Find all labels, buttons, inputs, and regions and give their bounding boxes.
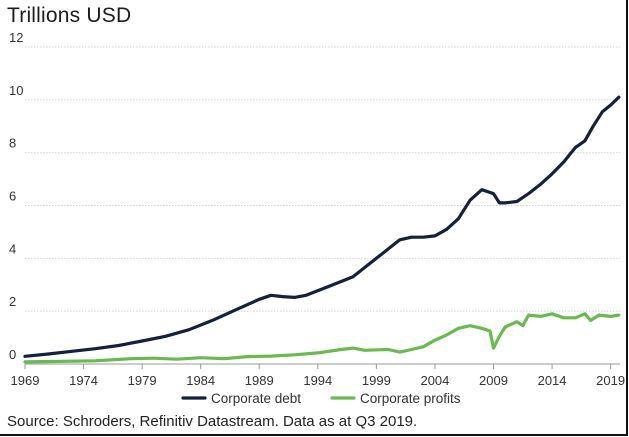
x-tick-label-1999: 1999 — [362, 373, 391, 388]
legend-label-corporate-profits: Corporate profits — [360, 391, 461, 406]
x-tick-label-1989: 1989 — [245, 373, 274, 388]
y-tick-label-2: 2 — [9, 294, 16, 309]
series-line-corporate-debt — [23, 95, 621, 358]
y-tick-label-8: 8 — [9, 136, 16, 151]
x-tick-label-1984: 1984 — [186, 373, 215, 388]
y-tick-label-12: 12 — [9, 30, 23, 45]
x-tick-label-1969: 1969 — [11, 373, 40, 388]
x-axis-tick-labels: 1969 1974 1979 1984 1989 1994 1999 2004 2009 2014… — [11, 364, 625, 388]
series-lines — [23, 95, 621, 364]
y-tick-label-4: 4 — [9, 241, 16, 256]
y-axis-tick-labels: 0 2 4 6 8 10 12 — [9, 30, 23, 362]
x-tick-label-1974: 1974 — [69, 373, 98, 388]
y-tick-label-10: 10 — [9, 83, 23, 98]
source-note: Source: Schroders, Refinitiv Datastream.… — [7, 413, 418, 430]
gridlines — [25, 46, 620, 365]
legend-label-corporate-debt: Corporate debt — [211, 391, 301, 406]
legend: Corporate debt Corporate profits — [181, 391, 461, 406]
x-tick-label-2019: 2019 — [596, 373, 625, 388]
x-tick-label-1979: 1979 — [128, 373, 157, 388]
y-tick-label-6: 6 — [9, 189, 16, 204]
series-line-corporate-profits — [23, 312, 621, 364]
x-tick-label-2004: 2004 — [420, 373, 449, 388]
x-tick-label-2014: 2014 — [538, 373, 567, 388]
x-tick-label-1994: 1994 — [303, 373, 332, 388]
x-tick-label-2009: 2009 — [479, 373, 508, 388]
chart-title: Trillions USD — [7, 4, 132, 27]
y-tick-label-0: 0 — [9, 347, 16, 362]
